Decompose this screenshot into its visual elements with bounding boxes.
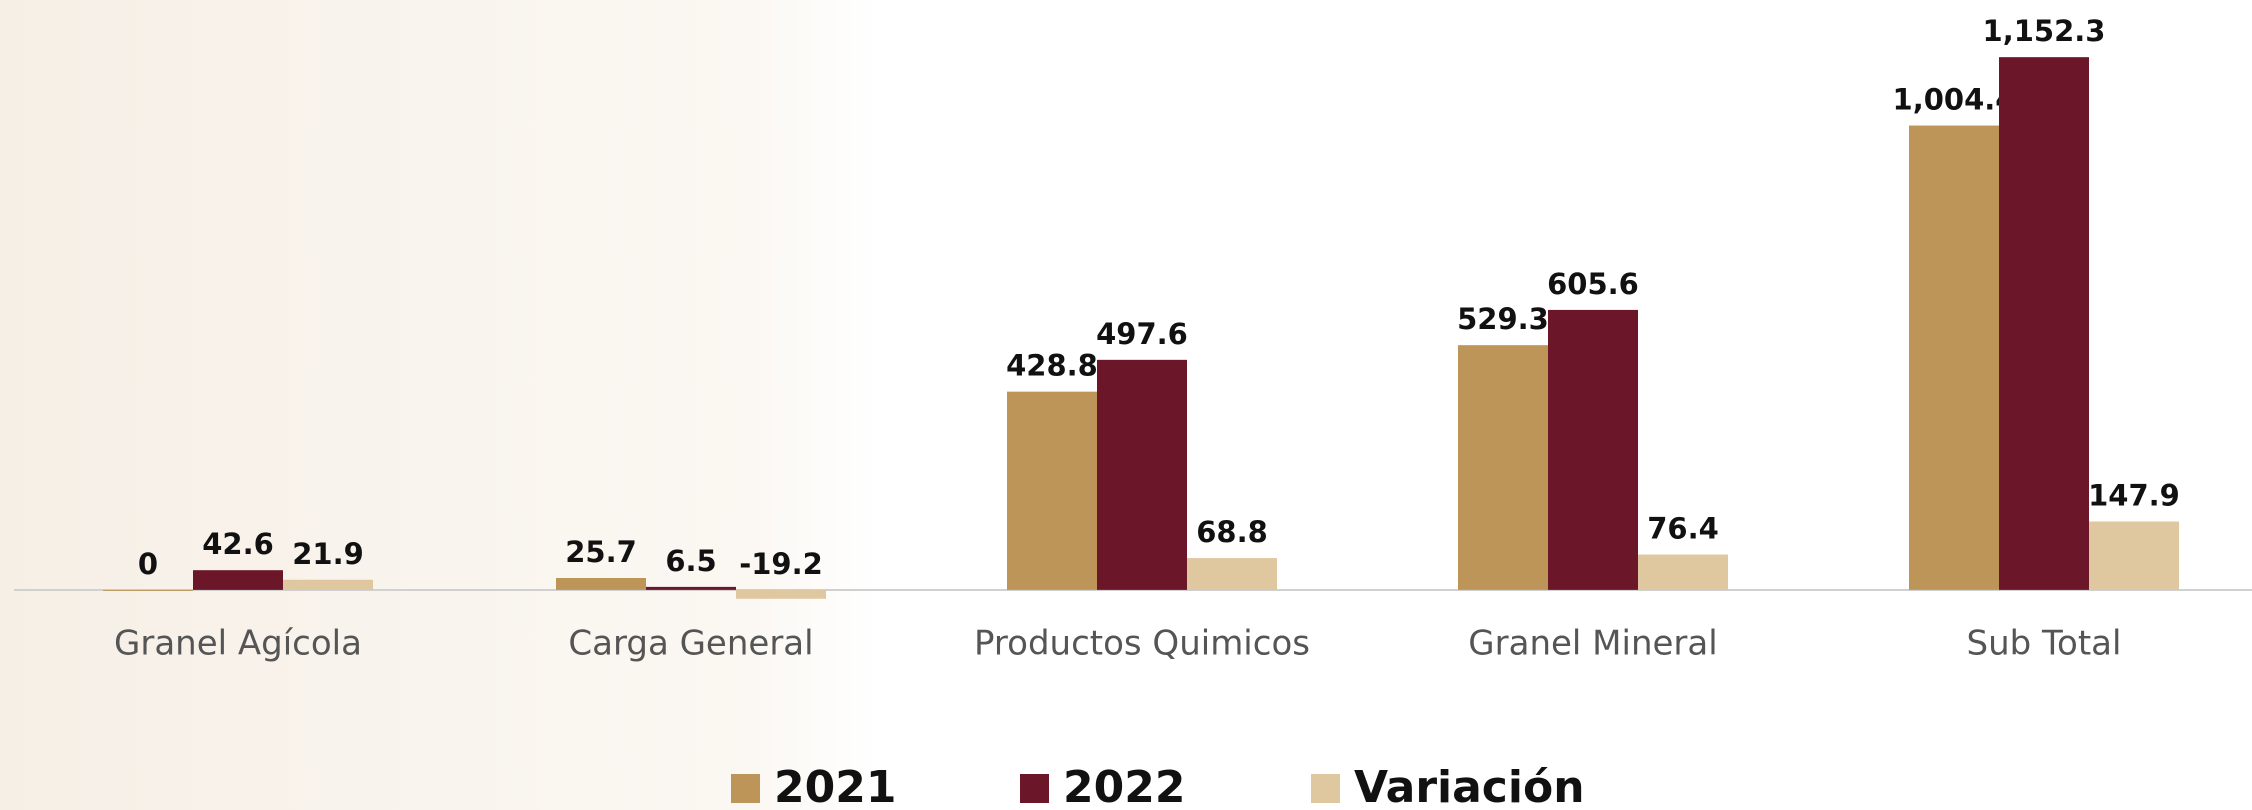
bar bbox=[1638, 555, 1728, 590]
legend-swatch bbox=[1311, 774, 1340, 803]
x-tick-label: Granel Agícola bbox=[114, 624, 362, 664]
x-tick-label: Carga General bbox=[568, 624, 813, 664]
value-label: 6.5 bbox=[665, 544, 716, 578]
x-tick-label: Sub Total bbox=[1967, 624, 2122, 664]
value-label: 1,152.3 bbox=[1983, 14, 2106, 48]
value-label: 76.4 bbox=[1647, 512, 1719, 546]
bar bbox=[2089, 522, 2179, 590]
bar bbox=[1007, 392, 1097, 590]
bar bbox=[556, 578, 646, 590]
bar bbox=[193, 570, 283, 590]
value-label: 21.9 bbox=[292, 537, 364, 571]
bar bbox=[736, 590, 826, 599]
legend-swatch bbox=[731, 774, 760, 803]
value-label: 1,004.4 bbox=[1893, 83, 2016, 117]
value-label: -19.2 bbox=[739, 547, 823, 581]
value-label: 428.8 bbox=[1006, 349, 1098, 383]
value-label: 147.9 bbox=[2088, 479, 2180, 513]
value-label: 25.7 bbox=[565, 535, 637, 569]
value-label: 68.8 bbox=[1196, 515, 1268, 549]
x-tick-label: Granel Mineral bbox=[1468, 624, 1717, 664]
value-label: 529.3 bbox=[1457, 302, 1549, 336]
value-label: 605.6 bbox=[1547, 267, 1639, 301]
bar bbox=[1999, 57, 2089, 590]
x-tick-label: Productos Quimicos bbox=[974, 624, 1310, 664]
bar bbox=[646, 587, 736, 590]
legend-label: Variación bbox=[1354, 762, 1585, 810]
bar bbox=[103, 590, 193, 591]
background-pattern bbox=[0, 0, 880, 810]
bar bbox=[1187, 558, 1277, 590]
bar bbox=[1458, 345, 1548, 590]
legend-label: 2022 bbox=[1063, 762, 1185, 810]
bar bbox=[283, 580, 373, 590]
bar bbox=[1548, 310, 1638, 590]
value-label: 42.6 bbox=[202, 527, 274, 561]
chart: Granel Agícola Carga General Productos Qui… bbox=[0, 0, 2252, 810]
bar bbox=[1909, 126, 1999, 590]
legend-swatch bbox=[1020, 774, 1049, 803]
value-label: 497.6 bbox=[1096, 317, 1188, 351]
value-label: 0 bbox=[138, 547, 158, 581]
bar bbox=[1097, 360, 1187, 590]
legend-label: 2021 bbox=[774, 762, 896, 810]
